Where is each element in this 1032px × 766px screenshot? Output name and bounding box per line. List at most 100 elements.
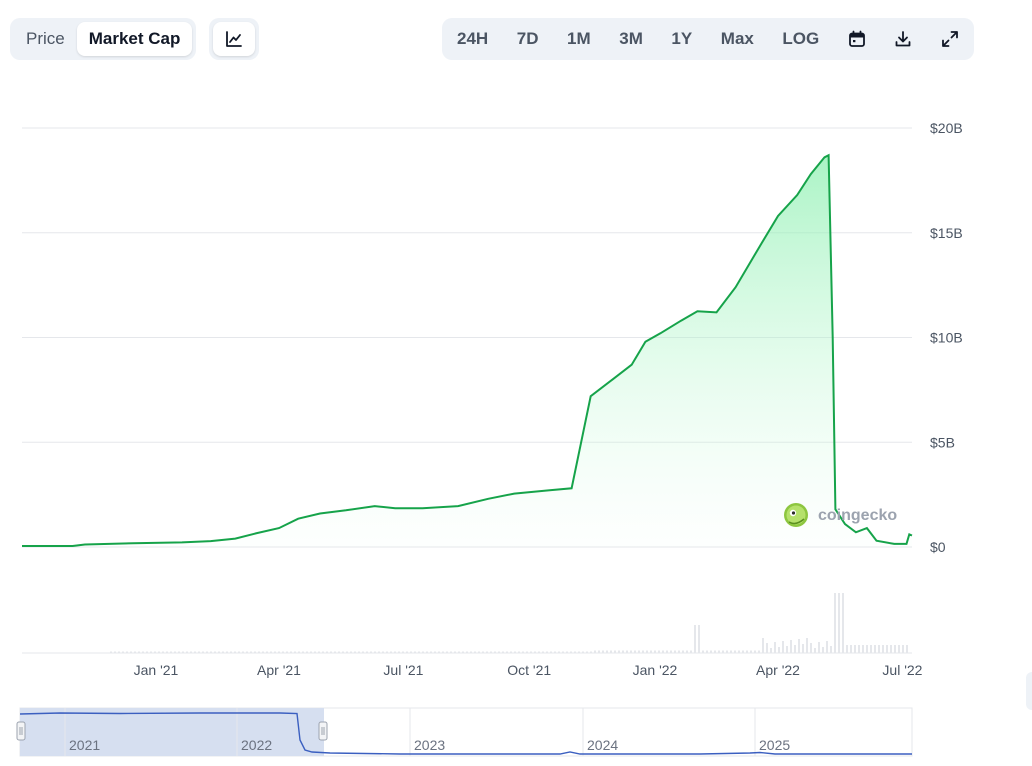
line-chart-icon [226,31,242,47]
volume-bar [434,651,436,653]
volume-bar [214,651,216,653]
volume-bar [114,651,116,653]
volume-bar [726,650,728,653]
volume-bar [598,650,600,653]
volume-bar [262,651,264,653]
navigator-selection[interactable] [20,708,324,756]
volume-bar [754,650,756,653]
volume-bar [514,651,516,653]
volume-bar [294,651,296,653]
volume-bar [590,651,592,653]
volume-bar [266,651,268,653]
range-navigator[interactable]: 2021 2022 2023 2024 2025 [0,700,1032,760]
volume-bar [522,651,524,653]
volume-bar [322,651,324,653]
volume-bar [558,651,560,653]
volume-bar [582,651,584,653]
range-7d-button[interactable]: 7D [516,29,539,48]
volume-bar [698,625,700,653]
volume-bar [550,651,552,653]
coingecko-logo: coingecko [784,503,897,527]
volume-bar [858,645,860,653]
volume-bar [646,650,648,653]
volume-bar [882,645,884,653]
market-cap-tab[interactable]: Market Cap [76,22,193,56]
volume-bar [430,651,432,653]
volume-bar [902,645,904,653]
volume-bar [866,645,868,653]
volume-bar [642,650,644,653]
range-24h-button[interactable]: 24H [457,29,489,48]
volume-bar [166,651,168,653]
volume-bar [742,650,744,653]
volume-bar [302,651,304,653]
volume-bar [834,593,836,653]
volume-bar [874,645,876,653]
download-button[interactable] [883,22,923,56]
range-max-button[interactable]: Max [720,29,754,48]
fullscreen-button[interactable] [930,22,970,56]
market-cap-chart[interactable]: $20B $15B $10B $5B $0 Jan '21 Apr '21 Jul '21 O… [0,80,1032,690]
volume-bar [366,651,368,653]
volume-bar [346,651,348,653]
volume-bar [570,651,572,653]
volume-bar [182,651,184,653]
volume-bar [722,650,724,653]
price-tab[interactable]: Price [26,29,65,48]
volume-bar [494,651,496,653]
volume-bar [734,650,736,653]
side-panel-tab[interactable] [1026,672,1032,710]
volume-bar [554,651,556,653]
x-tick-label: Jan '21 [134,662,179,678]
volume-bar [382,651,384,653]
volume-bar [694,625,696,653]
range-1m-button[interactable]: 1M [567,29,591,48]
volume-bar [406,651,408,653]
x-tick-label: Jan '22 [633,662,678,678]
volume-bar [326,651,328,653]
volume-bar [278,651,280,653]
volume-bar [542,651,544,653]
x-tick-label: Jul '21 [383,662,423,678]
volume-bar [714,650,716,653]
volume-bar [474,651,476,653]
volume-bar [270,651,272,653]
line-chart-button[interactable] [213,22,255,56]
volume-bar [234,651,236,653]
volume-bar [506,651,508,653]
volume-bar [478,651,480,653]
x-tick-label: Jul '22 [882,662,922,678]
volume-bar [330,651,332,653]
volume-bar [738,650,740,653]
log-scale-button[interactable]: LOG [782,29,820,48]
volume-bar [290,651,292,653]
volume-bar [426,651,428,653]
volume-bar [390,651,392,653]
volume-bar [534,651,536,653]
volume-bar [246,651,248,653]
volume-bar [194,651,196,653]
volume-bar [862,645,864,653]
volume-bar [230,651,232,653]
navigator-year-label: 2022 [241,737,272,753]
volume-bar [630,650,632,653]
volume-bar [894,645,896,653]
volume-bar [110,651,112,653]
range-1y-button[interactable]: 1Y [671,29,693,48]
volume-bar [254,651,256,653]
volume-bar [634,650,636,653]
download-icon [895,31,911,47]
calendar-button[interactable] [837,22,877,56]
volume-bar [562,651,564,653]
navigator-year-label: 2023 [414,737,445,753]
volume-bar [886,645,888,653]
volume-bar [150,651,152,653]
volume-bar [566,651,568,653]
volume-bar [310,651,312,653]
range-3m-button[interactable]: 3M [619,29,643,48]
volume-bar [718,650,720,653]
navigator-right-handle[interactable] [318,721,328,741]
volume-bar [618,650,620,653]
navigator-left-handle[interactable] [16,721,26,741]
volume-bar [518,651,520,653]
